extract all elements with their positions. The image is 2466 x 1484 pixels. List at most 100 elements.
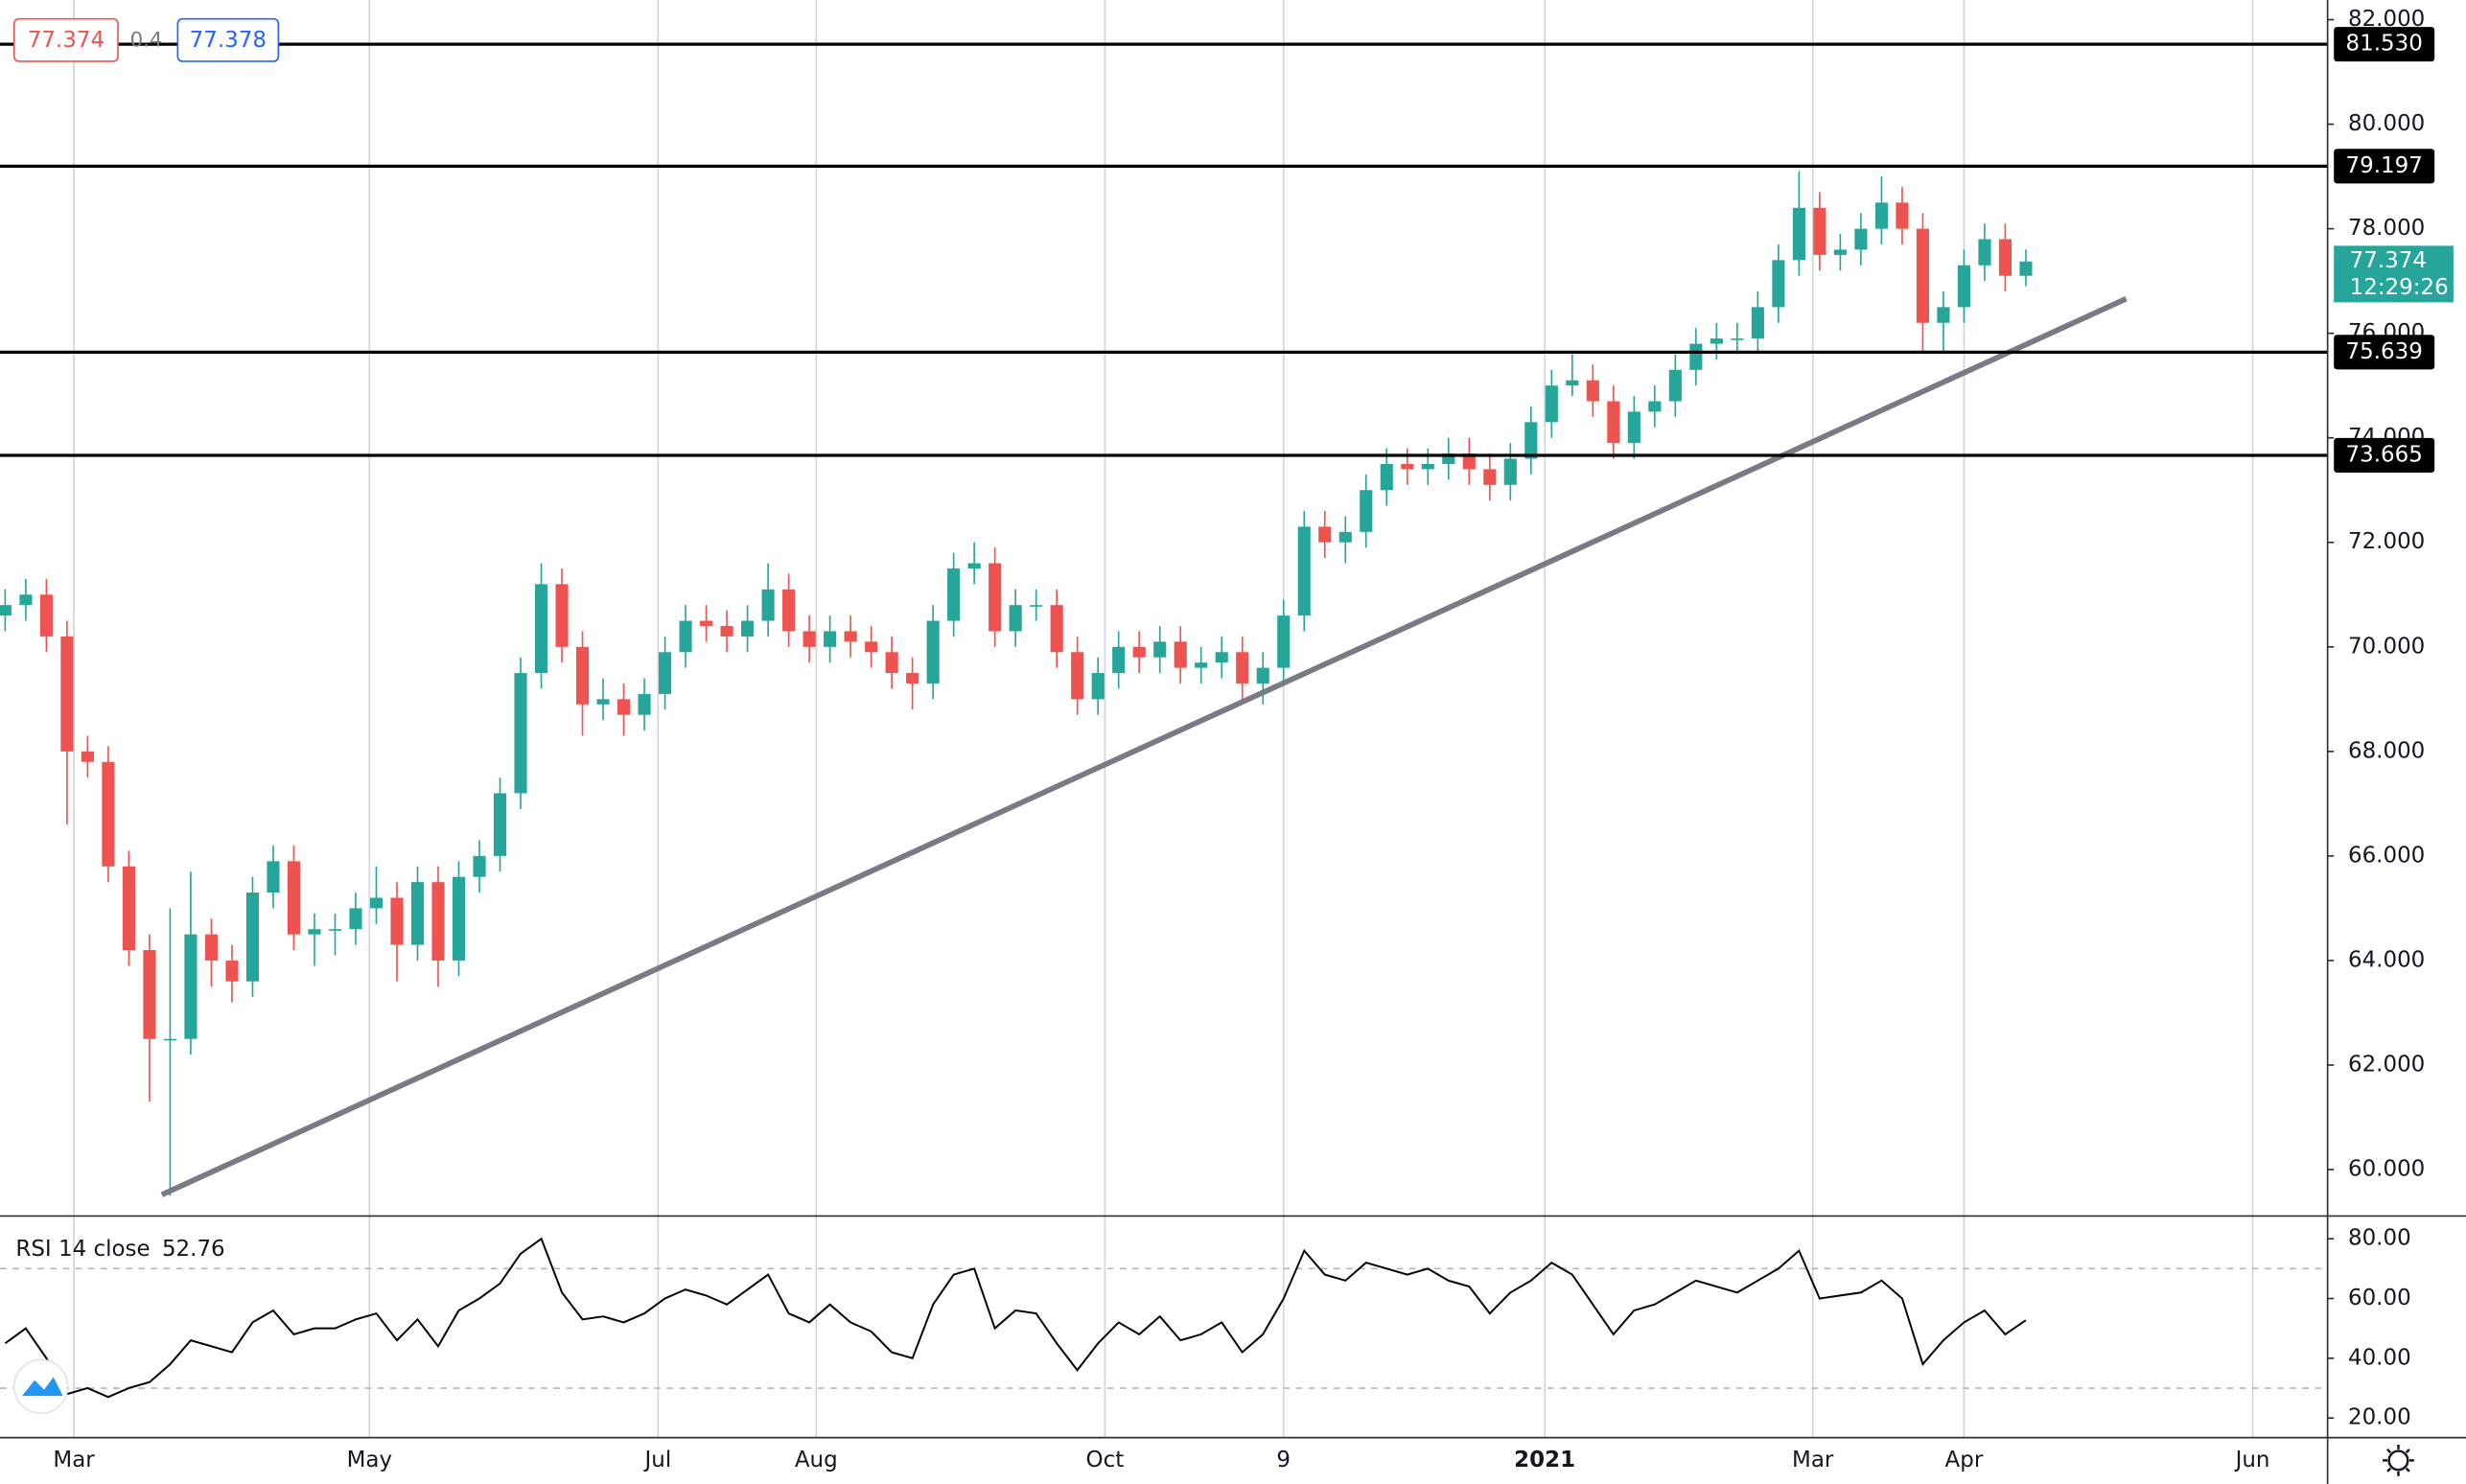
candle-body bbox=[122, 866, 135, 951]
candle-body bbox=[1318, 526, 1332, 543]
candle-body bbox=[1586, 380, 1599, 402]
candle-body bbox=[1874, 202, 1888, 229]
logo[interactable] bbox=[12, 1358, 69, 1415]
candle-body bbox=[534, 584, 548, 674]
candle-body bbox=[1607, 401, 1620, 444]
candle-body bbox=[824, 631, 837, 647]
candle-body bbox=[947, 568, 961, 621]
candle-body bbox=[328, 929, 342, 931]
candle-body bbox=[369, 897, 384, 909]
candle-body bbox=[1401, 463, 1414, 470]
trendline bbox=[160, 296, 2128, 1197]
last-price-box bbox=[2334, 245, 2454, 303]
candle-body bbox=[1421, 463, 1434, 470]
candle-body bbox=[431, 882, 445, 961]
x-tick-label: 9 bbox=[1276, 1448, 1291, 1472]
y-tick-label: 68.000 bbox=[2348, 738, 2425, 763]
x-tick-label: Jul bbox=[643, 1448, 672, 1472]
candle-body bbox=[493, 793, 507, 856]
level-label: 75.639 bbox=[2346, 339, 2423, 364]
candle-body bbox=[1236, 652, 1249, 684]
ask-box[interactable] bbox=[176, 17, 280, 62]
candle-body bbox=[1091, 673, 1105, 700]
candle-body bbox=[60, 636, 74, 752]
candle-body bbox=[1813, 207, 1826, 255]
candle-body bbox=[2019, 261, 2033, 276]
spread: 0.4 bbox=[130, 29, 163, 53]
candle-body bbox=[1896, 202, 1909, 229]
candle-body bbox=[204, 934, 218, 961]
candle-body bbox=[575, 646, 590, 705]
candle-body bbox=[1751, 307, 1764, 339]
candle-body bbox=[267, 861, 280, 893]
ask: 77.378 bbox=[190, 28, 267, 53]
candle-body bbox=[308, 929, 321, 935]
candle-body bbox=[555, 584, 569, 647]
x-tick-label: Jun bbox=[2234, 1448, 2270, 1472]
candle-body bbox=[1153, 641, 1167, 658]
x-tick-label: Apr bbox=[1945, 1448, 1984, 1472]
candle-body bbox=[287, 861, 301, 935]
candle-body bbox=[349, 908, 362, 930]
candle-body bbox=[452, 876, 466, 961]
level-label: 79.197 bbox=[2346, 153, 2423, 178]
candle-body bbox=[81, 751, 94, 762]
y-tick-label: 72.000 bbox=[2348, 529, 2425, 554]
candle-body bbox=[1071, 652, 1084, 700]
level-label: 81.530 bbox=[2346, 32, 2423, 57]
candle-body bbox=[967, 563, 981, 569]
rsi-y-tick-label: 60.00 bbox=[2348, 1286, 2411, 1310]
candle-body bbox=[1833, 249, 1847, 255]
candle-body bbox=[1792, 207, 1805, 261]
candle-body bbox=[865, 641, 878, 653]
candle-body bbox=[659, 652, 672, 694]
candle-body bbox=[844, 631, 857, 642]
candle-body bbox=[225, 960, 239, 982]
candle-body bbox=[1380, 463, 1393, 491]
candle-body bbox=[1772, 260, 1785, 308]
candle-body bbox=[1937, 307, 1950, 323]
rsi-line bbox=[4, 1237, 2027, 1399]
candle-body bbox=[1710, 338, 1723, 344]
candle-body bbox=[1916, 228, 1929, 323]
level-label-box bbox=[2334, 437, 2435, 474]
candle-body bbox=[596, 699, 610, 705]
candle-body bbox=[1998, 239, 2012, 276]
y-tick-label: 62.000 bbox=[2348, 1052, 2425, 1077]
candle-body bbox=[410, 882, 425, 945]
level-label-box bbox=[2334, 335, 2435, 370]
candle-body bbox=[926, 620, 940, 684]
x-tick-label: 2021 bbox=[1514, 1448, 1575, 1472]
candle-body bbox=[638, 693, 651, 715]
candle-body bbox=[0, 605, 12, 616]
candle-body bbox=[1009, 605, 1022, 632]
candle-body bbox=[514, 673, 527, 794]
candle-body bbox=[390, 897, 404, 945]
bid-box[interactable] bbox=[12, 17, 119, 62]
y-tick-label: 60.000 bbox=[2348, 1157, 2425, 1182]
candle-body bbox=[1854, 228, 1868, 250]
candle-body bbox=[1297, 526, 1311, 616]
candle-body bbox=[1462, 453, 1476, 470]
candle-body bbox=[1338, 531, 1352, 543]
candle-body bbox=[1731, 338, 1744, 340]
candle-body bbox=[143, 950, 156, 1039]
candle-body bbox=[163, 1038, 176, 1041]
x-tick-label: May bbox=[347, 1448, 392, 1472]
y-tick-label: 80.000 bbox=[2348, 111, 2425, 136]
candle-body bbox=[1442, 453, 1455, 464]
candle-body bbox=[39, 594, 53, 637]
candle-body bbox=[1277, 615, 1291, 668]
candle-body bbox=[741, 620, 755, 637]
candle-body bbox=[1215, 652, 1228, 663]
rsi-y-tick-label: 20.00 bbox=[2348, 1405, 2411, 1430]
candle-body bbox=[1174, 641, 1187, 668]
candle-body bbox=[1483, 469, 1497, 485]
candle-body bbox=[102, 761, 115, 867]
settings-icon[interactable] bbox=[2383, 1445, 2414, 1476]
rsi-title: RSI 14 close bbox=[15, 1237, 150, 1262]
candle-body bbox=[679, 620, 692, 653]
candle-body bbox=[1030, 605, 1043, 607]
